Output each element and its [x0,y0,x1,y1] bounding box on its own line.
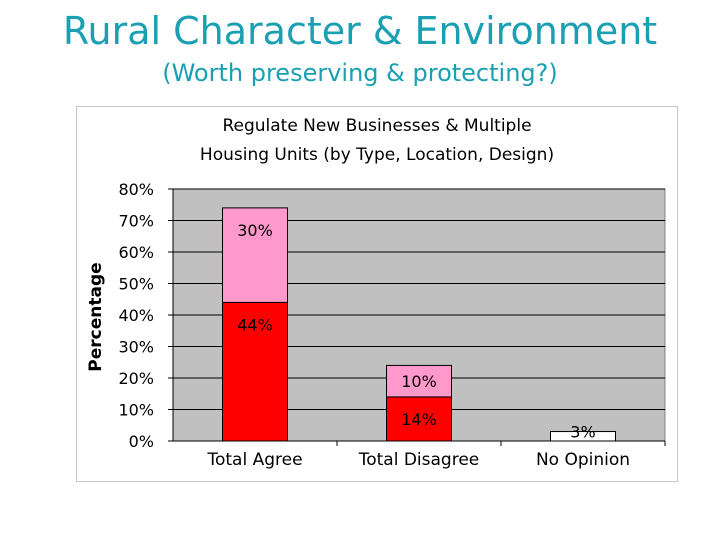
data-label: 14% [401,410,437,429]
slide-subtitle: (Worth preserving & protecting?) [162,59,558,87]
bar-segment [386,364,452,398]
chart-title-line-1: Regulate New Businesses & Multiple [222,116,531,136]
bar-segment [222,207,288,303]
y-tick-label: 20% [118,369,154,388]
y-tick-label: 70% [118,212,154,231]
chart-frame: Regulate New Businesses & Multiple Housi… [76,106,678,482]
y-tick-label: 80% [118,180,154,199]
y-tick-label: 60% [118,243,154,262]
y-tick-label: 0% [129,432,154,451]
y-tick-label: 10% [118,401,154,420]
data-label: 3% [570,423,595,442]
bar-segment [550,431,616,442]
y-tick-label: 30% [118,338,154,357]
x-tick-label: Total Disagree [358,450,480,470]
x-tick-label: Total Agree [206,450,302,470]
chart-title-line-2: Housing Units (by Type, Location, Design… [200,145,554,165]
data-label: 30% [237,221,273,240]
data-label: 44% [237,315,273,334]
y-axis-label: Percentage [86,262,106,371]
y-tick-label: 40% [118,306,154,325]
y-tick-label: 50% [118,275,154,294]
bar-chart: Regulate New Businesses & Multiple Housi… [86,116,666,470]
slide-title: Rural Character & Environment [62,9,658,53]
plot-area: 0% 10% 20% 30% 40% 50% 60% 70% 80% Total Agree 44%… [118,180,666,470]
bar-segment [222,301,288,442]
data-label: 10% [401,372,437,391]
x-tick-label: No Opinion [536,450,630,470]
